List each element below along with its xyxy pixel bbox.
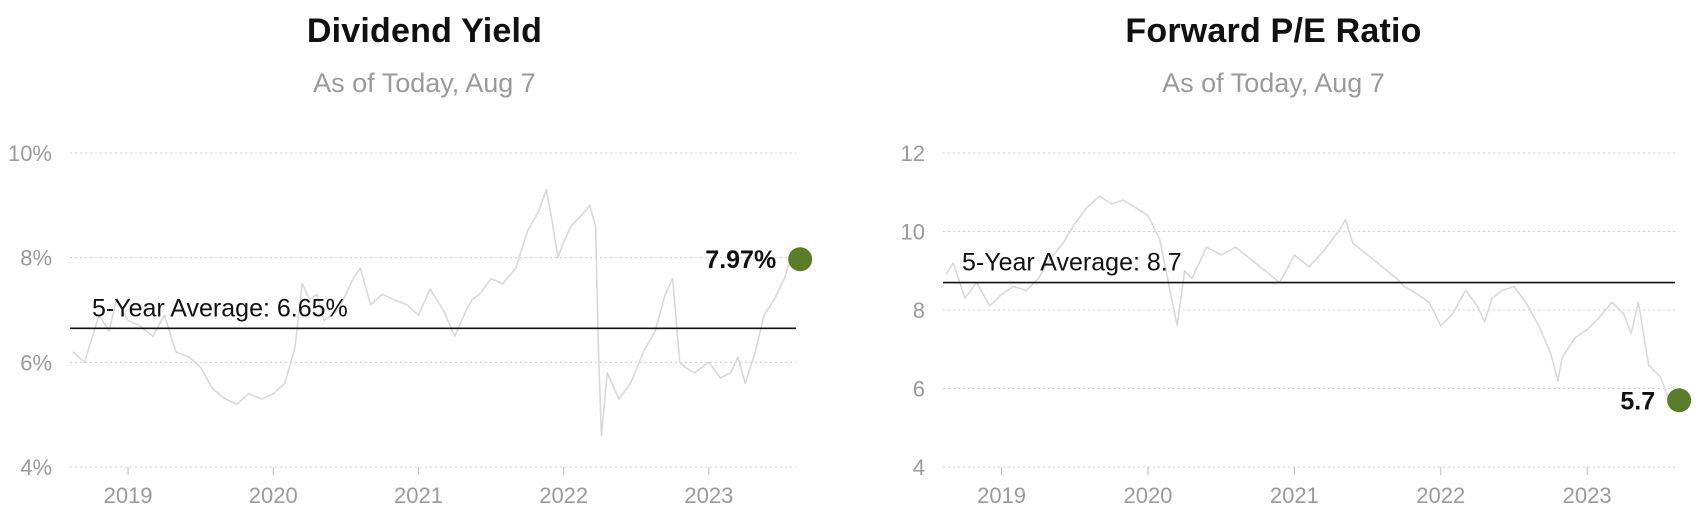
y-tick-label: 10	[901, 220, 925, 245]
dividend-yield-panel: Dividend Yield As of Today, Aug 7 4% 6% 8%…	[8, 12, 813, 508]
x-tick-label: 2021	[1270, 483, 1319, 508]
x-tick-label: 2020	[1123, 483, 1172, 508]
y-tick-label: 10%	[8, 141, 52, 166]
x-tick-label: 2023	[684, 483, 733, 508]
average-label: 5-Year Average: 8.7	[962, 249, 1182, 277]
chart-subtitle: As of Today, Aug 7	[1162, 68, 1385, 98]
x-tick-label: 2021	[394, 483, 443, 508]
x-tick-label: 2020	[249, 483, 298, 508]
dividend-yield-chart: 4% 6% 8% 10% 2019 2020 2021 2022 2023 5-Year Aver…	[8, 141, 813, 508]
y-tick-label: 12	[901, 141, 925, 166]
x-tick-label: 2023	[1563, 483, 1612, 508]
series-line	[945, 195, 1670, 401]
x-tick-label: 2019	[977, 483, 1026, 508]
average-label: 5-Year Average: 6.65%	[92, 294, 348, 322]
chart-subtitle: As of Today, Aug 7	[313, 68, 536, 98]
forward-pe-panel: Forward P/E Ratio As of Today, Aug 7 4 6 8…	[849, 0, 1698, 522]
current-value-marker	[788, 247, 813, 272]
y-tick-label: 8%	[20, 246, 52, 271]
current-value-marker	[1667, 388, 1692, 413]
chart-title: Forward P/E Ratio	[1125, 12, 1422, 50]
y-tick-label: 4	[913, 455, 925, 480]
y-tick-label: 6%	[20, 350, 52, 375]
forward-pe-chart: 4 6 8 10 12 2019 2020 2021 2022 2023 5-Year Averag…	[901, 141, 1692, 508]
current-value-label: 5.7	[1620, 387, 1655, 415]
y-tick-label: 4%	[20, 455, 52, 480]
y-tick-label: 8	[913, 298, 925, 323]
y-tick-label: 6	[913, 377, 925, 402]
current-value-label: 7.97%	[705, 246, 776, 274]
x-tick-label: 2019	[104, 483, 153, 508]
series-line	[72, 188, 791, 437]
x-tick-label: 2022	[1416, 483, 1465, 508]
chart-title: Dividend Yield	[306, 12, 543, 50]
x-tick-label: 2022	[539, 483, 588, 508]
